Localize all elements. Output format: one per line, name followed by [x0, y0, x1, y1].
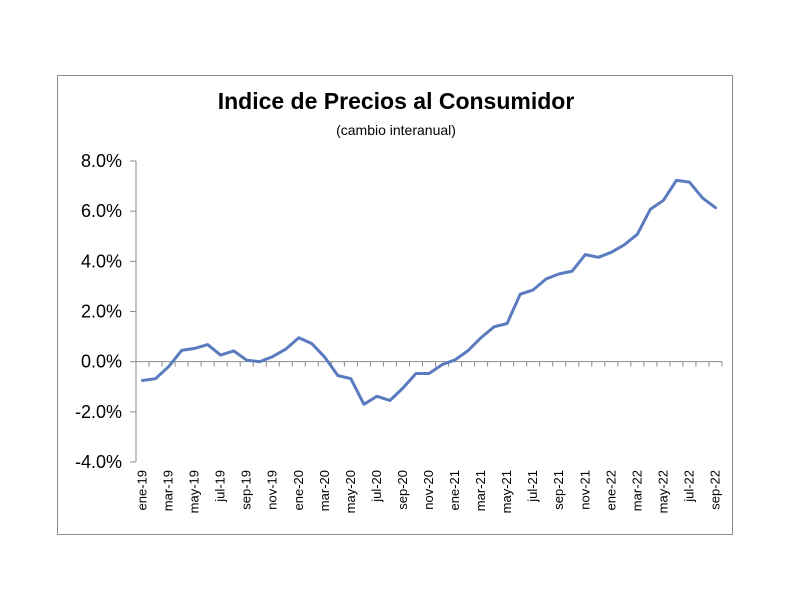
x-tick-label: jul-21 [525, 470, 540, 503]
x-tick-label: mar-22 [629, 470, 644, 511]
series-group [141, 178, 717, 406]
x-tick-label: mar-21 [473, 470, 488, 511]
y-tick-label: 2.0% [81, 302, 122, 322]
chart-subtitle: (cambio interanual) [336, 122, 456, 138]
x-tick-label: nov-19 [265, 470, 280, 510]
x-tick-label: mar-20 [317, 470, 332, 511]
y-axis-ticks: -4.0% -2.0% 0.0% 2.0% 4.0% 6.0% 8.0% [75, 151, 136, 472]
y-tick-label: -4.0% [75, 452, 122, 472]
x-tick-label: nov-21 [577, 470, 592, 510]
x-tick-label: mar-19 [161, 470, 176, 511]
x-tick-label: may-22 [655, 470, 670, 513]
x-tick-label: ene-19 [135, 470, 150, 510]
chart-frame [57, 75, 733, 535]
axes [135, 161, 722, 462]
x-tick-label: sep-22 [707, 470, 722, 510]
chart-title: Indice de Precios al Consumidor [217, 88, 575, 114]
x-tick-label: sep-21 [551, 470, 566, 510]
y-tick-label: 0.0% [81, 352, 122, 372]
y-tick-label: 4.0% [81, 251, 122, 271]
x-tick-label: nov-20 [421, 470, 436, 510]
y-tick-label: 8.0% [81, 151, 122, 171]
x-tick-label: ene-22 [603, 470, 618, 510]
x-tick-label: sep-19 [239, 470, 254, 510]
y-tick-label: 6.0% [81, 201, 122, 221]
x-tick-label: jul-20 [369, 470, 384, 503]
x-tick-label: may-19 [187, 470, 202, 513]
x-tick-label: ene-21 [447, 470, 462, 510]
x-tick-label: sep-20 [395, 470, 410, 510]
x-tick-label: may-21 [499, 470, 514, 513]
x-tick-label: jul-19 [213, 470, 228, 503]
series-line [141, 178, 717, 406]
x-tick-label: jul-22 [681, 470, 696, 503]
x-tick-label: ene-20 [291, 470, 306, 510]
x-axis-ticks: ene-19 mar-19 may-19 jul-19 sep-19 nov-19 ene-… [135, 361, 723, 513]
x-tick-label: may-20 [343, 470, 358, 513]
y-tick-label: -2.0% [75, 402, 122, 422]
